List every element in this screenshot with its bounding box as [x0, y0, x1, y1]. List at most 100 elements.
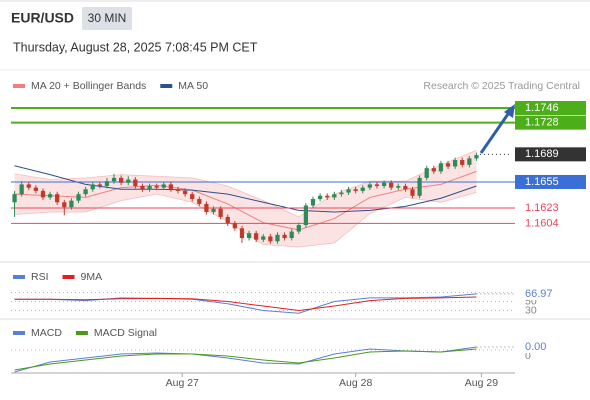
- candle-body: [232, 223, 237, 229]
- candle-body: [104, 181, 110, 187]
- moving-average: [14, 170, 477, 231]
- candle-body: [325, 195, 330, 198]
- level-label: 1.1623: [525, 202, 559, 214]
- candle-body: [296, 225, 301, 232]
- candle-body: [303, 205, 309, 226]
- value-label-bg: [522, 287, 562, 300]
- candle-body: [246, 233, 252, 239]
- candle-body: [452, 160, 458, 167]
- candle-body: [389, 182, 394, 188]
- candle-body: [445, 163, 451, 167]
- candle-body: [261, 236, 266, 240]
- candle-body: [403, 186, 408, 190]
- bollinger-upper: [14, 149, 477, 218]
- indicator-line: [14, 293, 477, 314]
- candle-body: [12, 194, 17, 203]
- level-label: 1.1689: [525, 148, 559, 160]
- candle-body: [346, 189, 351, 193]
- candle-body: [211, 208, 216, 213]
- candle-body: [182, 190, 188, 195]
- indicator-line: [14, 296, 477, 312]
- bollinger-lower: [14, 192, 477, 248]
- symbol: EUR/USD: [11, 10, 74, 26]
- candle-body: [26, 184, 31, 188]
- level-box: [515, 174, 586, 189]
- indicator-line: [14, 348, 477, 371]
- level-label: 1.1746: [525, 102, 559, 114]
- timeframe-badge: [82, 7, 132, 30]
- candle-body: [197, 199, 202, 204]
- y-tick-label: 0: [525, 350, 531, 362]
- candle-body: [282, 234, 287, 239]
- candle-body: [190, 194, 195, 200]
- level-label: 1.1604: [525, 217, 559, 229]
- candle-body: [111, 177, 117, 182]
- candle-body: [360, 187, 365, 191]
- candle-body: [410, 189, 415, 196]
- legend-swatch: [75, 331, 88, 335]
- candle-body: [140, 186, 145, 190]
- candle-body: [40, 190, 46, 198]
- forecast-arrow: [479, 113, 510, 154]
- y-tick-label: 50: [525, 295, 537, 307]
- candle-body: [239, 228, 245, 239]
- candle-body: [417, 177, 422, 196]
- chart-layer: 1.1746 1.1728 1.1689 1.1655 1.1623 1.1604 MA 2…: [11, 80, 586, 389]
- candle-body: [126, 179, 131, 183]
- candle-body: [204, 203, 209, 213]
- source: Research © 2025 Trading Central: [423, 80, 580, 92]
- candle-body: [175, 189, 181, 191]
- candle-body: [268, 236, 273, 242]
- candle-body: [47, 194, 53, 198]
- candle-body: [225, 216, 230, 224]
- candle-body: [431, 168, 436, 172]
- candle-body: [467, 158, 472, 165]
- candle-body: [133, 179, 138, 187]
- current-value-label: 66.97: [525, 288, 553, 300]
- candle-body: [161, 184, 166, 188]
- candle-body: [367, 184, 372, 188]
- candle-body: [218, 208, 223, 217]
- legend-label: MACD Signal: [94, 327, 157, 339]
- candle-body: [460, 160, 465, 165]
- candle-body: [353, 189, 358, 191]
- current-value-label: 0.00: [525, 341, 546, 353]
- y-tick-label: 30: [525, 304, 537, 316]
- candle-body: [275, 234, 280, 242]
- candle-body: [62, 202, 67, 208]
- level-box: [515, 147, 586, 162]
- legend-swatch: [62, 275, 75, 279]
- candle-body: [424, 168, 429, 178]
- candle-body: [317, 195, 323, 200]
- x-tick-label: Aug 27: [166, 377, 199, 389]
- candle-body: [33, 187, 39, 191]
- legend-label: MA 20 + Bollinger Bands: [31, 80, 146, 92]
- candle-body: [396, 186, 401, 188]
- legend-label: MACD: [31, 327, 62, 339]
- candle-body: [254, 233, 259, 240]
- legend-label: 9MA: [81, 271, 103, 283]
- candle-body: [168, 184, 174, 190]
- x-tick-label: Aug 28: [339, 377, 372, 389]
- candle-body: [119, 177, 124, 183]
- legend-swatch: [13, 84, 25, 88]
- legend-label: RSI: [31, 271, 49, 283]
- legend-swatch: [13, 331, 25, 335]
- level-label: 1.1728: [525, 117, 559, 129]
- level-box: [515, 101, 586, 116]
- candle-body: [438, 163, 444, 172]
- candle-body: [381, 182, 387, 187]
- candle-body: [19, 184, 24, 195]
- x-tick-label: Aug 29: [465, 377, 498, 389]
- candle-body: [55, 194, 60, 203]
- candle-body: [69, 200, 74, 208]
- candle-body: [310, 199, 316, 206]
- candle-body: [83, 189, 88, 195]
- candle-body: [147, 186, 152, 190]
- legend-label: MA 50: [178, 80, 208, 92]
- datetime: Thursday, August 28, 2025 7:08:45 PM CET: [13, 40, 258, 54]
- candle-body: [76, 194, 81, 201]
- candle-body: [332, 194, 337, 198]
- legend-swatch: [160, 84, 173, 88]
- candle-body: [339, 192, 344, 195]
